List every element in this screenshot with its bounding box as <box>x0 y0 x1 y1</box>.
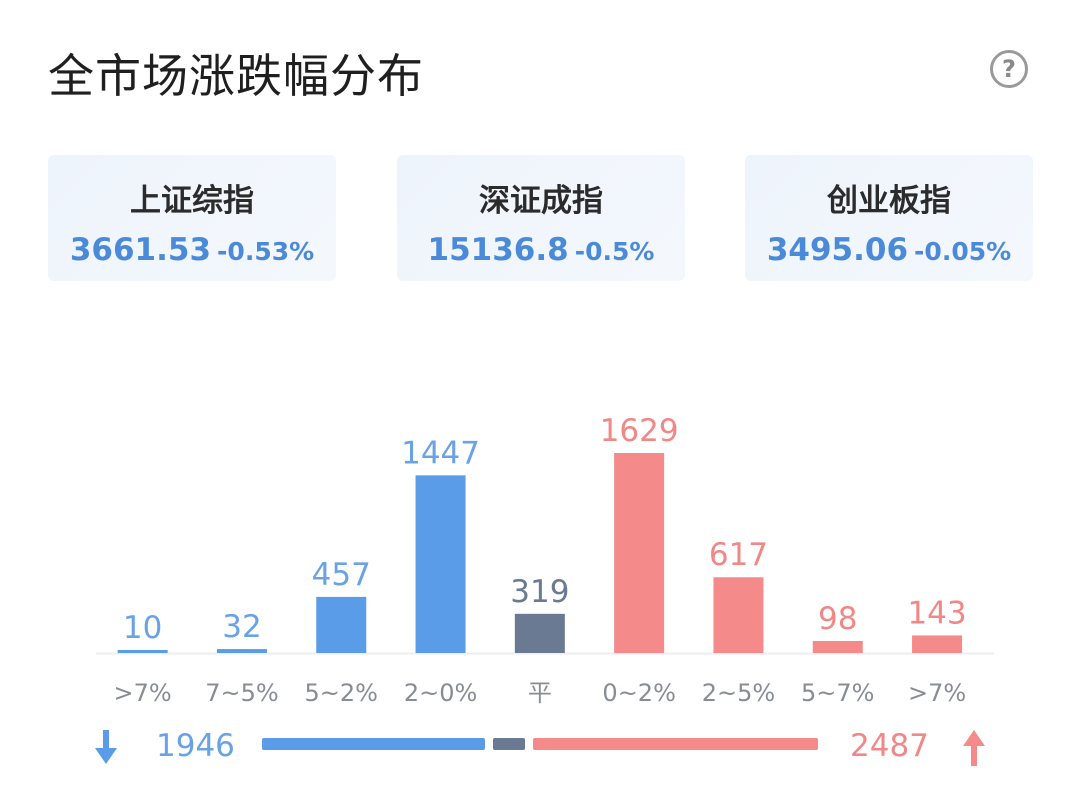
category-tick-label: 2~5% <box>702 679 775 707</box>
flat-ratio-bar <box>493 738 525 750</box>
bar-value-label: 1629 <box>600 413 679 449</box>
bar-1[interactable] <box>216 649 267 653</box>
distribution-bar-chart: 10 >7% 32 7~5% 457 5~2% 1447 2~0% 319 平 1629 0~2% 61… <box>96 413 994 707</box>
index-name: 深证成指 <box>479 183 603 219</box>
bar-5[interactable] <box>614 453 665 653</box>
index-name: 创业板指 <box>827 183 951 219</box>
bar-value-label: 98 <box>818 601 857 637</box>
category-tick-label: 平 <box>528 679 552 707</box>
bar-value-label: 457 <box>312 557 371 593</box>
category-tick-label: >7% <box>114 679 172 707</box>
bar-4[interactable] <box>514 613 565 653</box>
index-change: -0.5% <box>574 237 655 266</box>
arrow-down-icon <box>95 730 117 764</box>
index-change: -0.53% <box>217 237 315 266</box>
advance-ratio-bar <box>533 738 818 750</box>
bar-value-label: 143 <box>907 595 966 631</box>
index-card-shenzhen[interactable]: 深证成指 15136.8 -0.5% <box>397 155 685 281</box>
bar-3[interactable] <box>415 475 466 653</box>
category-tick-label: 5~2% <box>305 679 378 707</box>
bar-value-label: 10 <box>123 610 162 646</box>
index-change: -0.05% <box>914 237 1012 266</box>
bar-value-label: 32 <box>222 609 261 645</box>
bar-8[interactable] <box>912 635 963 653</box>
up-down-summary: 1946 2487 <box>0 720 1080 780</box>
category-tick-label: 7~5% <box>205 679 278 707</box>
category-tick-label: >7% <box>908 679 966 707</box>
decline-total: 1946 <box>156 728 235 764</box>
arrow-up-icon <box>963 730 985 766</box>
bar-7[interactable] <box>812 640 863 653</box>
index-cards: 上证综指 3661.53 -0.53% 深证成指 15136.8 -0.5% 创业板… <box>48 155 1034 281</box>
help-icon[interactable]: ? <box>990 50 1028 88</box>
advance-total: 2487 <box>850 728 929 764</box>
category-tick-label: 5~7% <box>801 679 874 707</box>
bar-value-label: 319 <box>510 574 569 610</box>
index-card-shanghai[interactable]: 上证综指 3661.53 -0.53% <box>48 155 336 281</box>
index-price: 15136.8 <box>427 232 569 268</box>
bar-value-label: 617 <box>709 537 768 573</box>
index-card-chinext[interactable]: 创业板指 3495.06 -0.05% <box>745 155 1033 281</box>
index-price: 3495.06 <box>766 232 909 268</box>
bar-0[interactable] <box>117 650 168 653</box>
category-tick-label: 0~2% <box>602 679 675 707</box>
category-tick-label: 2~0% <box>404 679 477 707</box>
decline-ratio-bar <box>262 738 485 750</box>
index-price: 3661.53 <box>69 232 212 268</box>
bar-6[interactable] <box>713 577 764 653</box>
bar-value-label: 1447 <box>401 435 480 471</box>
index-name: 上证综指 <box>130 183 254 219</box>
bar-2[interactable] <box>316 596 367 653</box>
page-title: 全市场涨跌幅分布 <box>48 49 424 103</box>
